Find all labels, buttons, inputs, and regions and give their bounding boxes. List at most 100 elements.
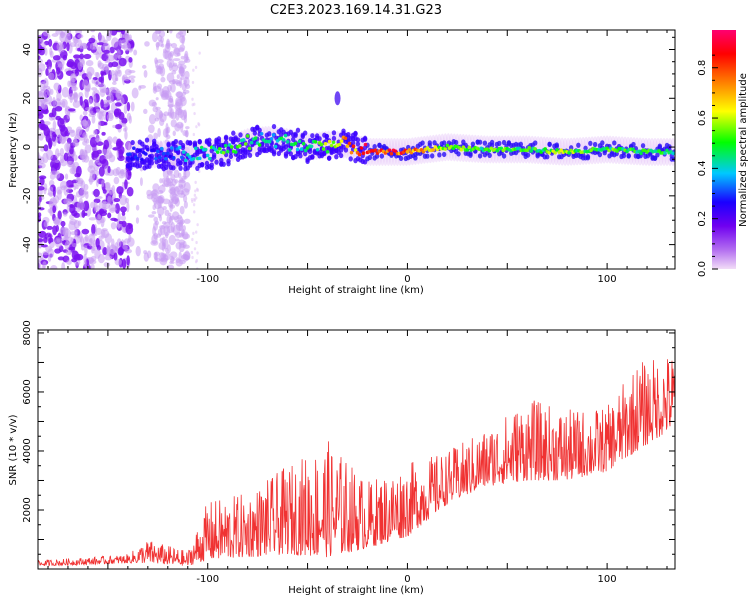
noise-speckle: [75, 185, 79, 190]
noise-speckle: [102, 200, 107, 204]
ridge-body: [353, 130, 358, 136]
noise-speckle: [88, 37, 96, 44]
noise-speckle: [160, 43, 165, 48]
noise-speckle: [48, 38, 53, 47]
ridge-body: [202, 152, 207, 158]
noise-speckle: [80, 44, 89, 50]
ridge-core: [165, 151, 170, 156]
noise-speckle: [52, 55, 61, 61]
noise-speckle: [48, 198, 55, 209]
ridge-core: [337, 142, 342, 147]
noise-speckle: [178, 232, 184, 238]
ridge-core: [233, 150, 238, 154]
noise-speckle: [152, 106, 159, 113]
noise-speckle: [62, 212, 68, 217]
ridge-body: [290, 136, 296, 142]
noise-speckle: [167, 112, 172, 116]
noise-speckle: [151, 210, 157, 215]
noise-speckle: [111, 37, 119, 48]
noise-speckle: [148, 124, 155, 134]
noise-speckle: [102, 246, 108, 256]
ridge-body: [588, 140, 593, 146]
ridge-core: [357, 152, 362, 157]
noise-speckle: [46, 149, 54, 161]
noise-speckle: [95, 50, 100, 61]
ridge-core: [247, 146, 252, 151]
ridge-core: [349, 150, 354, 155]
noise-speckle: [57, 189, 62, 201]
ridge-core: [331, 140, 336, 145]
noise-speckle: [101, 149, 109, 155]
noise-speckle: [43, 220, 49, 228]
noise-speckle: [193, 102, 196, 106]
noise-speckle: [160, 76, 166, 83]
ridge-body: [597, 152, 603, 158]
ridge-body: [252, 140, 258, 146]
noise-speckle: [120, 215, 126, 221]
noise-speckle: [66, 259, 72, 265]
noise-speckle: [162, 205, 167, 211]
ridge-core: [128, 152, 132, 156]
ridge-body: [295, 127, 301, 133]
noise-speckle: [71, 210, 78, 217]
ridge-core: [154, 156, 158, 161]
noise-speckle: [182, 240, 187, 249]
noise-speckle: [123, 41, 131, 52]
noise-speckle: [123, 76, 130, 81]
ridge-body: [235, 137, 241, 143]
ridge-body: [367, 154, 373, 161]
ridge-body: [302, 151, 308, 157]
noise-speckle: [63, 152, 69, 162]
noise-speckle: [183, 200, 188, 209]
noise-speckle: [80, 180, 86, 191]
noise-speckle: [179, 205, 185, 215]
ridge-body: [429, 153, 435, 159]
noise-speckle: [155, 41, 160, 48]
noise-speckle: [57, 152, 62, 157]
ridge-body: [602, 150, 607, 156]
ridge-core: [146, 147, 150, 152]
noise-speckle: [139, 177, 143, 187]
ridge-body: [211, 152, 217, 158]
noise-speckle: [54, 159, 60, 163]
noise-speckle: [77, 47, 81, 52]
ridge-body: [231, 130, 236, 136]
x-tick-label: 100: [598, 274, 617, 285]
ridge-core: [345, 144, 350, 148]
ridge-body: [413, 155, 418, 161]
ridge-body: [247, 152, 253, 158]
colorbar-tick-label: 0.0: [697, 261, 708, 277]
snr-y-label: SNR (10 * v/v): [8, 414, 19, 485]
noise-speckle: [126, 255, 130, 266]
noise-speckle: [159, 214, 163, 222]
noise-speckle: [75, 126, 83, 136]
noise-speckle: [128, 57, 133, 63]
noise-speckle: [114, 102, 122, 107]
noise-speckle: [198, 51, 201, 55]
ridge-body: [441, 140, 447, 146]
ridge-core: [363, 142, 368, 147]
noise-speckle: [157, 34, 163, 42]
noise-speckle: [72, 138, 79, 147]
noise-speckle: [116, 186, 124, 195]
ridge-core: [529, 149, 534, 153]
x-tick-label: -100: [196, 274, 219, 285]
noise-speckle: [159, 88, 165, 97]
snr-series-line: [38, 359, 675, 567]
noise-speckle: [99, 211, 108, 217]
noise-speckle: [77, 61, 83, 71]
noise-speckle: [88, 238, 93, 247]
noise-speckle: [169, 30, 173, 34]
noise-speckle: [43, 126, 51, 137]
noise-speckle: [55, 115, 61, 121]
noise-speckle: [78, 187, 86, 199]
noise-speckle: [62, 54, 68, 61]
noise-speckle: [101, 88, 108, 93]
ridge-body: [362, 135, 368, 141]
x-tick-label: 0: [404, 574, 410, 585]
noise-speckle: [194, 162, 197, 167]
noise-speckle: [52, 186, 56, 198]
noise-speckle: [60, 98, 68, 108]
noise-speckle: [143, 108, 148, 115]
ridge-body: [252, 130, 258, 136]
